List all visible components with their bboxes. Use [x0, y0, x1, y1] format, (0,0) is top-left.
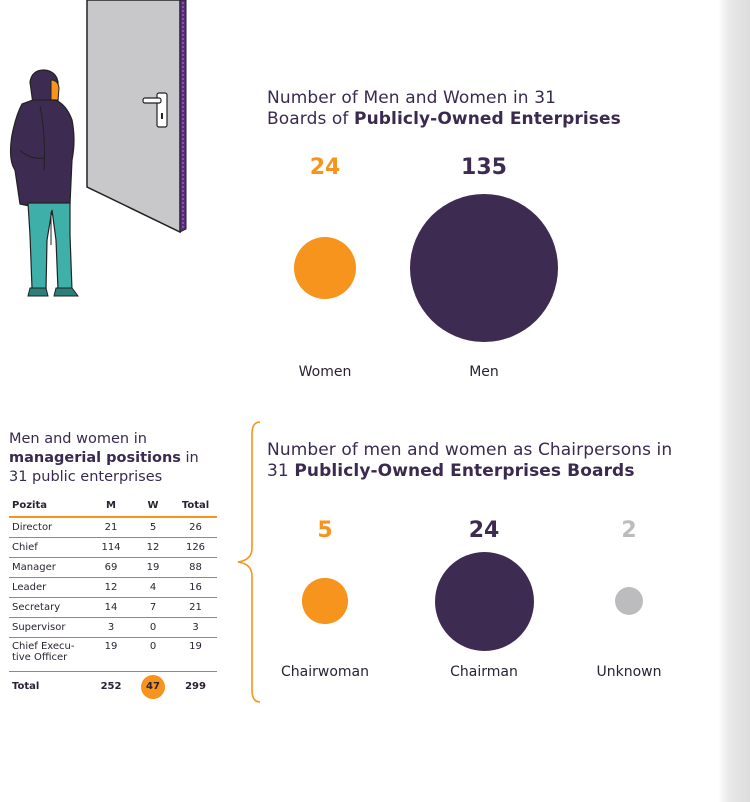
cell-m: 12	[90, 577, 132, 598]
men-category-label: Men	[469, 364, 499, 380]
cell-w: 19	[132, 557, 174, 578]
cell-total: 19	[174, 637, 217, 672]
table-row: Manager 69 19 88	[9, 557, 217, 578]
cell-w: 5	[132, 517, 174, 538]
chart2-title: Number of men and women as Chairpersons …	[267, 440, 673, 481]
cell-m: 21	[90, 517, 132, 538]
cell-w: 4	[132, 577, 174, 598]
row-label: Chief Execu-tive Officer	[9, 637, 90, 672]
cell-w: 7	[132, 597, 174, 618]
row-label: Director	[9, 517, 90, 538]
unknown-bubble	[614, 586, 644, 616]
table-row: Chief 114 12 126	[9, 537, 217, 558]
unknown-category-label: Unknown	[596, 664, 662, 680]
table-total-row: Total 252 47 299	[9, 671, 217, 701]
chairwoman-bubble	[302, 578, 348, 624]
total-total: 299	[174, 671, 217, 701]
table-header-row: Pozita M W Total	[9, 497, 217, 518]
table-title: Men and women in managerial positions in…	[9, 431, 199, 485]
men-value-label: 135	[461, 155, 507, 180]
women-bubble	[293, 236, 357, 300]
unknown-value-label: 2	[621, 518, 637, 543]
chairwoman-category-label: Chairwoman	[281, 664, 369, 680]
cell-total: 21	[174, 597, 217, 618]
cell-total: 3	[174, 617, 217, 638]
cell-w: 0	[132, 637, 174, 672]
table-row: Chief Execu-tive Officer 19 0 19	[9, 637, 217, 672]
table-row: Supervisor 3 0 3	[9, 617, 217, 638]
row-label: Secretary	[9, 597, 90, 618]
chairman-bubble	[434, 551, 534, 651]
table-row: Secretary 14 7 21	[9, 597, 217, 618]
cell-m: 3	[90, 617, 132, 638]
chart1-title: Number of Men and Women in 31 Boards of …	[267, 88, 621, 129]
total-w-highlight: 47	[141, 674, 165, 699]
women-value-label: 24	[309, 155, 341, 180]
women-category-label: Women	[298, 364, 352, 380]
cell-m: 69	[90, 557, 132, 578]
table-row: Director 21 5 26	[9, 517, 217, 538]
total-label: Total	[9, 671, 90, 701]
header-m: M	[90, 497, 132, 518]
cell-w: 12	[132, 537, 174, 558]
woman-at-door-illustration	[9, 0, 187, 297]
header-pozita: Pozita	[9, 497, 90, 518]
chairman-value-label: 24	[468, 518, 500, 543]
cell-m: 19	[90, 637, 132, 672]
row-label: Manager	[9, 557, 90, 578]
page-edge-shadow	[718, 0, 750, 802]
men-bubble	[410, 194, 558, 342]
managerial-positions-table: Pozita M W Total Director 21 5 26 Chief …	[9, 497, 217, 701]
chairman-category-label: Chairman	[450, 664, 518, 680]
total-w-cell: 47	[132, 671, 174, 701]
cell-total: 88	[174, 557, 217, 578]
chairwoman-value-label: 5	[317, 518, 333, 543]
cell-total: 16	[174, 577, 217, 598]
table-row: Leader 12 4 16	[9, 577, 217, 598]
row-label: Leader	[9, 577, 90, 598]
cell-total: 26	[174, 517, 217, 538]
cell-w: 0	[132, 617, 174, 638]
header-w: W	[132, 497, 174, 518]
curly-brace	[237, 421, 261, 703]
cell-m: 114	[90, 537, 132, 558]
row-label: Chief	[9, 537, 90, 558]
cell-m: 14	[90, 597, 132, 618]
header-total: Total	[174, 497, 217, 518]
row-label: Supervisor	[9, 617, 90, 638]
cell-total: 126	[174, 537, 217, 558]
total-m: 252	[90, 671, 132, 701]
